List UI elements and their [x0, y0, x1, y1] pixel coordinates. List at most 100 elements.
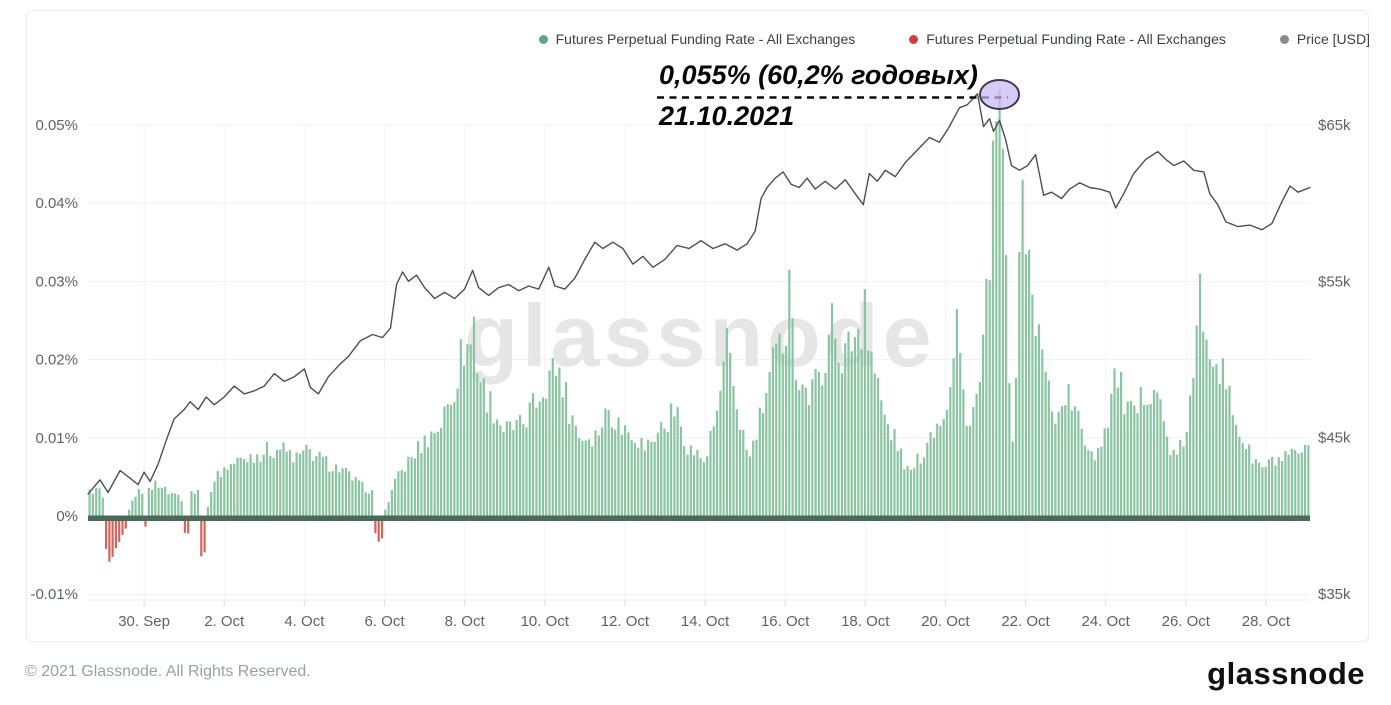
bar [440, 427, 443, 516]
bar [936, 423, 939, 516]
bar [709, 430, 712, 516]
bar [696, 450, 699, 516]
bar [840, 373, 843, 516]
bar [384, 509, 387, 516]
bar [581, 440, 584, 516]
bar [229, 464, 232, 516]
bar [785, 345, 788, 516]
bar [489, 391, 492, 516]
bar [922, 457, 926, 516]
x-tick-label: 16. Oct [761, 613, 810, 630]
bar [850, 351, 853, 516]
bar [242, 459, 246, 516]
bar [196, 490, 200, 516]
bar [847, 331, 850, 516]
legend-dot-red-icon [909, 34, 919, 44]
bar [528, 402, 531, 516]
bar [157, 487, 160, 516]
bar [469, 344, 472, 516]
bar [666, 432, 669, 516]
bar [400, 470, 403, 516]
bar [298, 453, 301, 516]
bar [397, 471, 400, 516]
bar [1208, 359, 1211, 516]
bar [610, 427, 613, 516]
bar [354, 477, 357, 516]
zero-baseline [88, 515, 1310, 521]
bar [1051, 411, 1054, 516]
bar [1080, 428, 1083, 516]
bar [742, 429, 745, 516]
bar [1182, 446, 1185, 516]
bar [1034, 335, 1037, 516]
bar [1074, 406, 1077, 516]
bar [670, 403, 673, 516]
bar [656, 432, 659, 516]
bar [886, 424, 889, 516]
bar [1044, 371, 1047, 516]
bar [716, 410, 719, 516]
legend-label: Futures Perpetual Funding Rate - All Exc… [555, 31, 856, 47]
bar [1100, 446, 1103, 516]
legend-item-funding-negative[interactable]: Futures Perpetual Funding Rate - All Exc… [909, 32, 1226, 46]
bar [459, 339, 462, 516]
bar [200, 521, 203, 557]
bar [502, 431, 505, 516]
bar [1267, 459, 1270, 516]
bar [1087, 450, 1090, 516]
x-tick-label: 24. Oct [1081, 613, 1130, 630]
bar [272, 457, 275, 516]
bar [374, 521, 377, 534]
bar [752, 440, 755, 516]
bar [1215, 364, 1218, 516]
chart-card [26, 10, 1369, 642]
bar [151, 489, 154, 516]
bar [558, 367, 561, 516]
bar [571, 415, 574, 516]
bar [1205, 339, 1208, 516]
y-right-tick-label: $35k [1318, 586, 1351, 603]
bar [811, 379, 814, 516]
bar [154, 480, 157, 516]
bar [1090, 451, 1093, 516]
bar [1264, 466, 1267, 516]
bar [246, 462, 249, 516]
bar [463, 365, 466, 516]
bar [1202, 331, 1205, 516]
x-tick-label: 18. Oct [841, 613, 890, 630]
y-left-tick-label: 0.01% [35, 430, 78, 447]
bar [545, 398, 548, 516]
x-tick-label: 26. Oct [1162, 613, 1211, 630]
bar [1037, 324, 1041, 516]
bar [1235, 424, 1238, 516]
bar [1218, 383, 1221, 516]
bar [952, 358, 955, 516]
bar [739, 429, 742, 516]
bar [1261, 467, 1264, 516]
copyright-text: © 2021 Glassnode. All Rights Reserved. [25, 663, 311, 680]
bar [380, 521, 384, 539]
bar [1067, 384, 1070, 516]
bar [686, 454, 689, 516]
bar [91, 493, 94, 516]
bar [285, 451, 288, 516]
legend-item-funding-positive[interactable]: Futures Perpetual Funding Rate - All Exc… [538, 31, 856, 47]
bar [965, 426, 968, 516]
bar [223, 467, 226, 516]
bar [364, 492, 367, 516]
bar [315, 456, 318, 516]
bar [962, 389, 965, 516]
bar [357, 480, 361, 516]
bar [959, 352, 962, 516]
legend-item-price[interactable]: Price [USD] [1279, 32, 1370, 46]
bar [305, 444, 308, 516]
bar [916, 453, 919, 516]
bar [426, 447, 430, 516]
bar [978, 382, 981, 516]
bar [164, 486, 167, 516]
bar [147, 488, 150, 516]
bar [883, 414, 886, 516]
bar [105, 521, 108, 549]
bar [942, 419, 945, 516]
